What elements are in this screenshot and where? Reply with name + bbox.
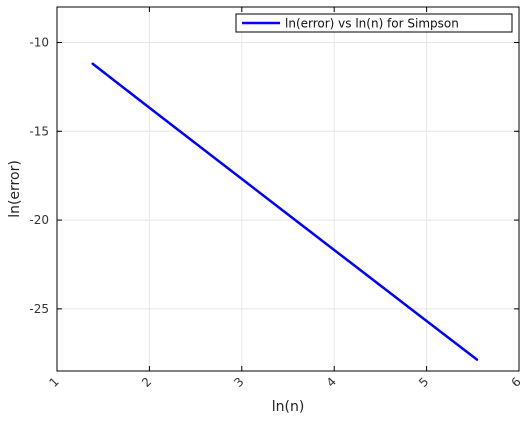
x-tick-label: 1 bbox=[47, 375, 62, 390]
x-tick-label: 4 bbox=[324, 375, 339, 390]
y-tick-label: -15 bbox=[29, 124, 49, 138]
x-tick-label: 6 bbox=[509, 375, 524, 390]
x-tick-label: 5 bbox=[416, 375, 431, 390]
legend-label: ln(error) vs ln(n) for Simpson bbox=[285, 17, 459, 31]
y-tick-label: -20 bbox=[29, 213, 49, 227]
y-axis-ticks: -10 -15 -20 -25 bbox=[29, 36, 519, 316]
y-tick-label: -10 bbox=[29, 36, 49, 50]
series-layer bbox=[91, 62, 479, 361]
series-line bbox=[91, 62, 479, 361]
x-axis-label: ln(n) bbox=[272, 399, 305, 415]
x-tick-label: 2 bbox=[139, 375, 154, 390]
legend: ln(error) vs ln(n) for Simpson bbox=[235, 13, 513, 33]
plot-background bbox=[57, 7, 519, 371]
legend-box bbox=[235, 13, 513, 33]
x-tick-label: 3 bbox=[231, 375, 246, 390]
y-tick-label: -25 bbox=[29, 302, 49, 316]
plot-frame bbox=[56, 6, 520, 372]
y-axis-label: ln(error) bbox=[7, 160, 23, 218]
